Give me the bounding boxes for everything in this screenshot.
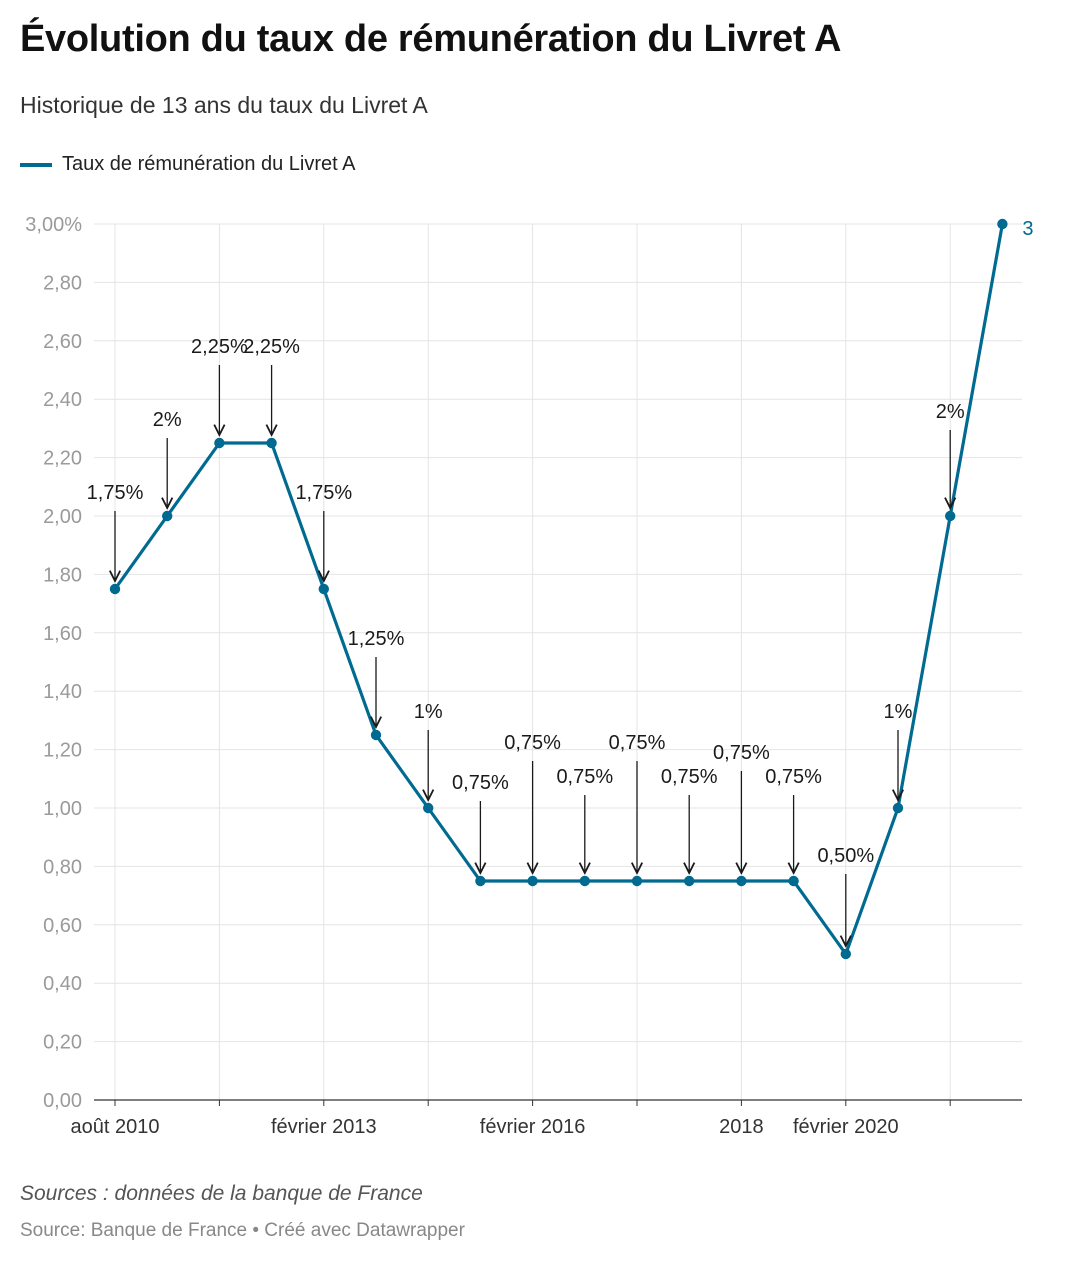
annotation-label: 1%	[884, 701, 913, 723]
data-point	[631, 875, 643, 887]
y-tick-label: 0,60	[43, 915, 82, 937]
y-tick-label: 1,20	[43, 740, 82, 762]
y-tick-label: 1,00	[43, 798, 82, 820]
annotation-label: 0,75%	[452, 772, 509, 794]
annotation-label: 0,75%	[504, 732, 561, 754]
data-point	[266, 437, 277, 449]
annotation-label: 2%	[153, 409, 182, 431]
end-value-label: 3	[1022, 218, 1033, 240]
y-tick-label: 1,60	[43, 623, 82, 645]
y-tick-label: 1,80	[43, 564, 82, 586]
y-tick-label: 0,20	[43, 1032, 82, 1054]
annotation-label: 1,75%	[295, 482, 352, 504]
data-point	[892, 802, 904, 814]
source-notes: Sources : données de la banque de France	[20, 1182, 423, 1205]
y-tick-label: 0,40	[43, 973, 82, 995]
data-point	[214, 437, 225, 449]
legend-label: Taux de rémunération du Livret A	[62, 153, 356, 175]
y-tick-label: 0,80	[43, 856, 82, 878]
y-tick-label: 2,20	[43, 448, 82, 470]
data-point	[162, 510, 173, 522]
annotation-label: 1,75%	[87, 482, 144, 504]
data-point	[945, 510, 956, 522]
y-tick-label: 0,00	[43, 1090, 82, 1112]
y-tick-label: 1,40	[43, 681, 82, 703]
x-tick-label: février 2020	[793, 1116, 899, 1138]
data-point	[736, 875, 747, 887]
y-tick-label: 3,00%	[25, 214, 82, 236]
data-point	[684, 875, 695, 887]
x-tick-label: 2018	[719, 1116, 764, 1138]
data-point	[318, 583, 329, 595]
annotation-label: 0,50%	[817, 845, 874, 867]
annotation-label: 0,75%	[713, 742, 770, 764]
chart-subtitle: Historique de 13 ans du taux du Livret A	[20, 92, 428, 118]
data-point	[788, 875, 799, 887]
data-point	[527, 875, 538, 887]
annotation-label: 0,75%	[609, 732, 666, 754]
data-point	[840, 948, 851, 960]
annotation-label: 2,25%	[243, 336, 300, 358]
series-line	[113, 222, 1005, 956]
annotation-label: 0,75%	[556, 766, 613, 788]
x-tick-label: février 2016	[480, 1116, 586, 1138]
data-point	[579, 875, 590, 887]
data-point	[475, 875, 486, 887]
annotation-label: 2,25%	[191, 336, 248, 358]
data-point	[370, 729, 382, 741]
annotation-label: 1%	[414, 701, 443, 723]
y-tick-label: 2,80	[43, 272, 82, 294]
line-chart: 0,00 0,20 0,40 0,60 0,80 1,00 1,20 1,40 1,60 1,80…	[25, 214, 1033, 1138]
annotation-label: 2%	[936, 401, 965, 423]
data-point	[109, 583, 121, 595]
x-tick-label: août 2010	[71, 1116, 160, 1138]
data-point	[997, 218, 1008, 230]
chart-title: Évolution du taux de rémunération du Liv…	[20, 18, 842, 60]
x-tick-label: février 2013	[271, 1116, 377, 1138]
y-tick-label: 2,40	[43, 389, 82, 411]
y-tick-label: 2,00	[43, 506, 82, 528]
data-point	[423, 802, 434, 814]
y-tick-label: 2,60	[43, 331, 82, 353]
annotation-label: 0,75%	[765, 766, 822, 788]
annotation-label: 1,25%	[348, 628, 405, 650]
footer-credit: Source: Banque de France • Créé avec Dat…	[20, 1220, 465, 1241]
legend-swatch	[20, 162, 52, 167]
legend: Taux de rémunération du Livret A	[20, 153, 356, 176]
annotation-label: 0,75%	[661, 766, 718, 788]
